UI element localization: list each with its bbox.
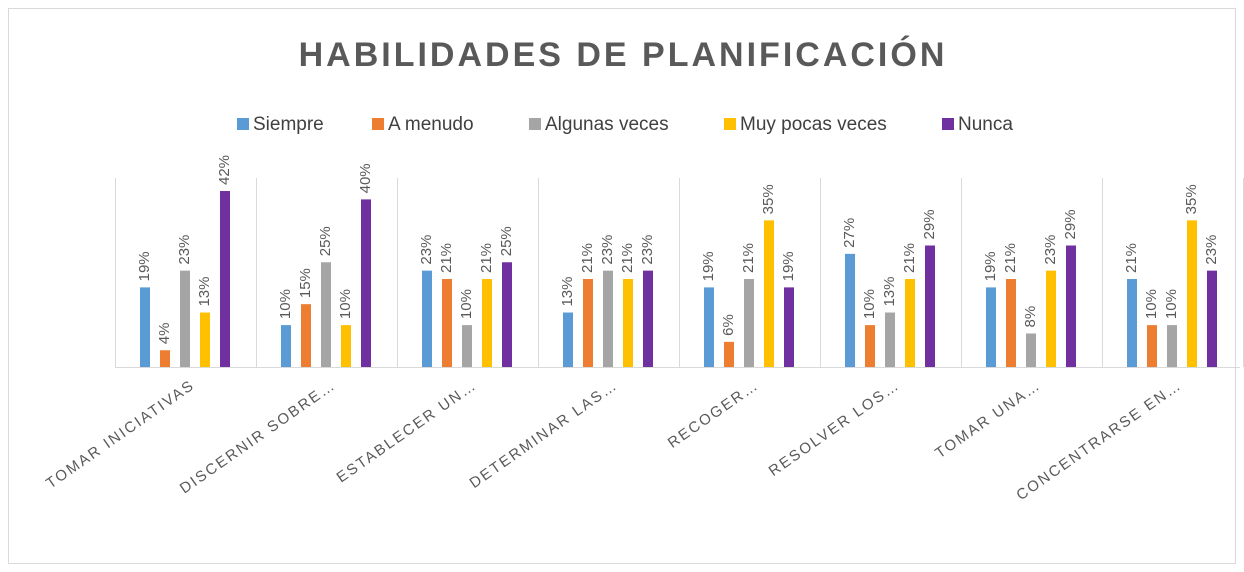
data-label: 10% bbox=[458, 289, 475, 319]
legend-swatch bbox=[942, 118, 954, 130]
data-label: 13% bbox=[196, 276, 213, 306]
bar bbox=[724, 341, 734, 367]
chart-border bbox=[8, 8, 1236, 564]
data-label: 23% bbox=[176, 235, 193, 265]
bar bbox=[180, 270, 190, 367]
bar bbox=[1006, 279, 1016, 367]
legend-swatch bbox=[529, 118, 541, 130]
bar bbox=[643, 270, 653, 367]
data-label: 25% bbox=[498, 226, 515, 256]
data-label: 10% bbox=[1143, 289, 1160, 319]
bar bbox=[301, 304, 311, 367]
bar bbox=[986, 287, 996, 367]
data-label: 35% bbox=[760, 184, 777, 214]
bar bbox=[220, 191, 230, 367]
bar bbox=[704, 287, 714, 367]
bar bbox=[784, 287, 794, 367]
data-label: 6% bbox=[720, 314, 737, 336]
data-label: 21% bbox=[1002, 243, 1019, 273]
bar bbox=[1046, 270, 1056, 367]
bar bbox=[845, 253, 855, 367]
data-label: 23% bbox=[1042, 235, 1059, 265]
chart-title: HABILIDADES DE PLANIFICACIÓN bbox=[299, 36, 948, 74]
legend-swatch bbox=[237, 118, 249, 130]
data-label: 10% bbox=[1163, 289, 1180, 319]
bar bbox=[764, 220, 774, 367]
data-label: 21% bbox=[901, 243, 918, 273]
data-label: 23% bbox=[1203, 235, 1220, 265]
data-label: 10% bbox=[861, 289, 878, 319]
data-label: 19% bbox=[136, 251, 153, 281]
data-label: 23% bbox=[418, 235, 435, 265]
data-label: 21% bbox=[438, 243, 455, 273]
bar bbox=[482, 279, 492, 367]
data-label: 21% bbox=[619, 243, 636, 273]
bar bbox=[462, 325, 472, 367]
bar bbox=[1127, 279, 1137, 367]
legend-swatch bbox=[724, 118, 736, 130]
legend-label: A menudo bbox=[388, 114, 474, 135]
bar bbox=[361, 199, 371, 367]
bar bbox=[281, 325, 291, 367]
bar bbox=[583, 279, 593, 367]
data-label: 10% bbox=[337, 289, 354, 319]
bar bbox=[502, 262, 512, 367]
bar bbox=[1207, 270, 1217, 367]
data-label: 29% bbox=[1062, 209, 1079, 239]
data-label: 27% bbox=[841, 218, 858, 248]
bar bbox=[865, 325, 875, 367]
bar bbox=[925, 245, 935, 367]
data-label: 4% bbox=[156, 323, 173, 345]
bar bbox=[1026, 333, 1036, 367]
data-label: 21% bbox=[740, 243, 757, 273]
data-label: 40% bbox=[357, 163, 374, 193]
bar bbox=[160, 350, 170, 367]
data-label: 10% bbox=[277, 289, 294, 319]
data-label: 21% bbox=[478, 243, 495, 273]
data-label: 42% bbox=[216, 155, 233, 185]
data-label: 13% bbox=[559, 276, 576, 306]
bar bbox=[422, 270, 432, 367]
bar bbox=[885, 312, 895, 367]
data-label: 29% bbox=[921, 209, 938, 239]
bar bbox=[1187, 220, 1197, 367]
legend-label: Siempre bbox=[253, 114, 324, 135]
legend-label: Muy pocas veces bbox=[740, 114, 887, 135]
legend-label: Algunas veces bbox=[545, 114, 669, 135]
bar bbox=[200, 312, 210, 367]
bar bbox=[321, 262, 331, 367]
bar bbox=[603, 270, 613, 367]
legend-swatch bbox=[372, 118, 384, 130]
data-label: 8% bbox=[1022, 306, 1039, 328]
data-label: 25% bbox=[317, 226, 334, 256]
data-label: 13% bbox=[881, 276, 898, 306]
bar bbox=[563, 312, 573, 367]
bar bbox=[744, 279, 754, 367]
bar bbox=[1167, 325, 1177, 367]
legend-label: Nunca bbox=[958, 114, 1013, 135]
data-label: 35% bbox=[1183, 184, 1200, 214]
bar bbox=[442, 279, 452, 367]
bar bbox=[341, 325, 351, 367]
data-label: 21% bbox=[1123, 243, 1140, 273]
bar bbox=[905, 279, 915, 367]
bar bbox=[140, 287, 150, 367]
data-label: 19% bbox=[982, 251, 999, 281]
data-label: 21% bbox=[579, 243, 596, 273]
data-label: 19% bbox=[780, 251, 797, 281]
data-label: 23% bbox=[599, 235, 616, 265]
data-label: 15% bbox=[297, 268, 314, 298]
data-label: 23% bbox=[639, 235, 656, 265]
bar bbox=[1147, 325, 1157, 367]
bar bbox=[1066, 245, 1076, 367]
bar bbox=[623, 279, 633, 367]
data-label: 19% bbox=[700, 251, 717, 281]
